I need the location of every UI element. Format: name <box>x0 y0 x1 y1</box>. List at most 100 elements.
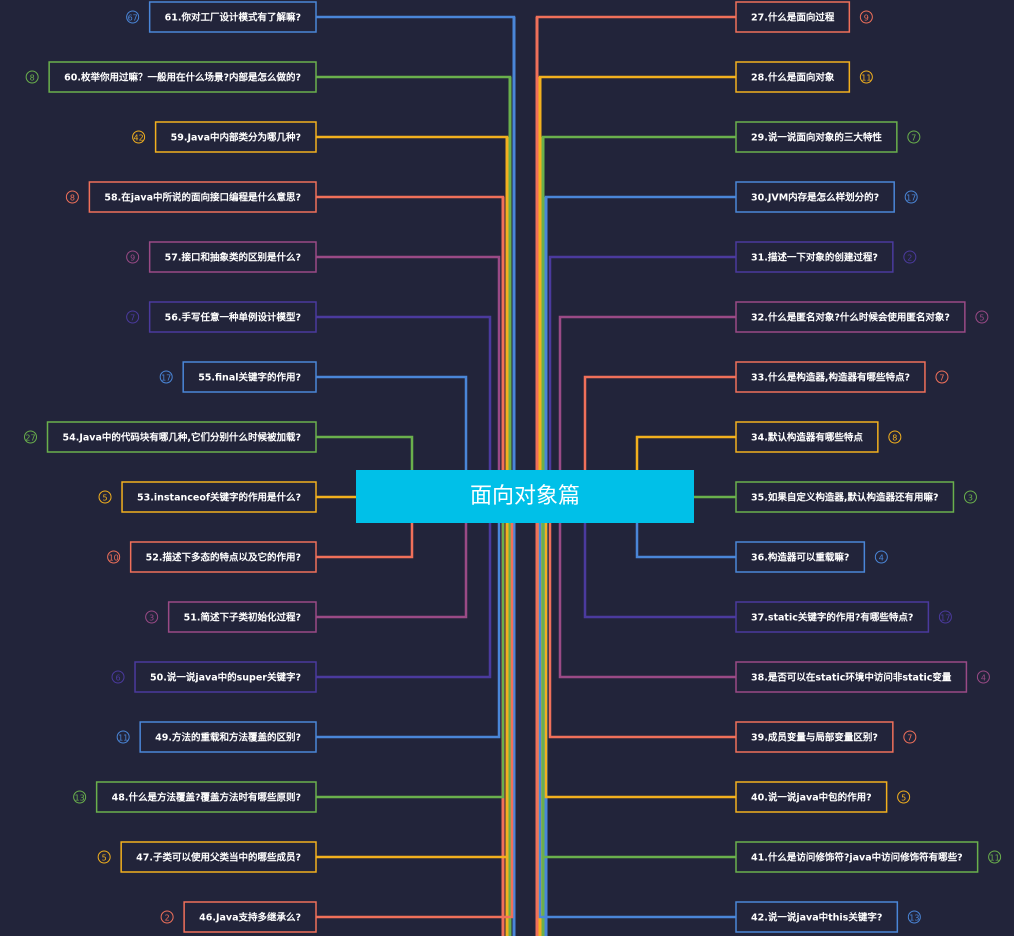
topic-box <box>148 301 317 333</box>
count-badge <box>897 790 911 804</box>
count-badge <box>975 310 989 324</box>
topic-label: 54.Java中的代码块有哪几种,它们分别什么时候被加载? <box>63 432 302 444</box>
topic-label: 41.什么是访问修饰符?java中访问修饰符有哪些? <box>751 852 963 864</box>
count-badge <box>126 250 140 264</box>
connector <box>538 497 736 919</box>
topic-label: 28.什么是面向对象 <box>751 72 835 84</box>
connector <box>316 375 468 497</box>
count-badge <box>903 250 917 264</box>
count-label: 7 <box>907 734 912 743</box>
count-label: 2 <box>907 254 912 263</box>
connector <box>316 497 468 619</box>
count-badge <box>874 550 888 564</box>
topic-box <box>735 421 879 453</box>
count-label: 8 <box>892 434 897 443</box>
count-label: 7 <box>911 134 916 143</box>
topic-node: 56.手写任意一种单例设计模型? 7 <box>126 301 317 333</box>
topic-box <box>95 781 317 813</box>
count-badge <box>126 310 140 324</box>
count-label: 5 <box>901 794 906 803</box>
topic-node: 39.成员变量与局部变量区别? 7 <box>735 721 917 753</box>
connector <box>316 195 505 497</box>
count-label: 67 <box>128 14 138 23</box>
count-badge <box>107 550 121 564</box>
count-badge <box>73 790 87 804</box>
count-label: 7 <box>939 374 944 383</box>
count-badge <box>907 910 921 924</box>
topic-label: 46.Java支持多继承么? <box>199 912 301 924</box>
count-label: 17 <box>906 194 916 203</box>
nodes: 61.你对工厂设计模式有了解嘛? 67 60.枚举你用过嘛？一般用在什么场景?内部是… <box>24 1 1002 933</box>
count-label: 8 <box>30 74 35 83</box>
links <box>316 15 736 936</box>
topic-label: 38.是否可以在static环境中访问非static变量 <box>751 672 952 684</box>
count-label: 27 <box>25 434 35 443</box>
topic-label: 59.Java中内部类分为哪几种? <box>171 132 301 144</box>
topic-label: 50.说一说java中的super关键字? <box>150 672 301 684</box>
count-badge <box>935 370 949 384</box>
count-badge <box>25 70 39 84</box>
connector <box>544 497 736 799</box>
count-label: 3 <box>968 494 973 503</box>
topic-box <box>46 421 317 453</box>
topic-box <box>121 481 317 513</box>
connector <box>316 497 505 799</box>
topic-box <box>735 541 866 573</box>
topic-node: 42.说一说java中this关键字? 13 <box>735 901 921 933</box>
topic-box <box>735 661 968 693</box>
topic-node: 35.如果自定义构造器,默认构造器还有用嘛? 3 <box>735 481 977 513</box>
topic-box <box>735 181 895 213</box>
count-badge <box>24 430 37 444</box>
count-badge <box>903 730 917 744</box>
count-badge <box>976 670 990 684</box>
topic-node: 55.final关键字的作用? 17 <box>159 361 317 393</box>
count-badge <box>65 190 79 204</box>
topic-label: 48.什么是方法覆盖?覆盖方法时有哪些原则? <box>112 792 301 804</box>
topic-label: 27.什么是面向过程 <box>751 12 835 24</box>
topic-box <box>735 901 899 933</box>
topic-label: 61.你对工厂设计模式有了解嘛? <box>165 12 301 24</box>
count-badge <box>98 490 112 504</box>
center-title: 面向对象篇 <box>470 484 580 509</box>
connector <box>316 315 492 497</box>
count-label: 5 <box>979 314 984 323</box>
connector <box>316 497 492 679</box>
topic-node: 34.默认构造器有哪些特点 8 <box>735 421 902 453</box>
connector <box>316 497 501 739</box>
count-label: 4 <box>981 674 986 683</box>
count-badge <box>963 490 977 504</box>
topic-node: 51.简述下子类初始化过程? 3 <box>145 601 317 633</box>
count-badge <box>160 910 174 924</box>
count-label: 5 <box>102 494 107 503</box>
topic-label: 51.简述下子类初始化过程? <box>184 612 301 624</box>
topic-node: 54.Java中的代码块有哪几种,它们分别什么时候被加载? 27 <box>24 421 317 453</box>
connector <box>316 75 512 497</box>
count-label: 13 <box>909 914 919 923</box>
connector <box>548 497 736 739</box>
topic-label: 40.说一说java中包的作用? <box>751 792 872 804</box>
topic-label: 56.手写任意一种单例设计模型? <box>165 312 301 324</box>
topic-node: 31.描述一下对象的创建过程? 2 <box>735 241 917 273</box>
topic-box <box>120 841 317 873</box>
connector <box>558 497 736 679</box>
connector <box>316 15 516 497</box>
topic-node: 57.接口和抽象类的区别是什么? 9 <box>126 241 317 273</box>
topic-box <box>88 181 317 213</box>
topic-label: 32.什么是匿名对象?什么时候会使用匿名对象? <box>751 312 950 324</box>
topic-label: 58.在java中所说的面向接口编程是什么意思? <box>104 192 301 204</box>
topic-box <box>148 1 317 33</box>
topic-node: 50.说一说java中的super关键字? 6 <box>111 661 317 693</box>
topic-label: 39.成员变量与局部变量区别? <box>751 732 878 744</box>
count-label: 17 <box>940 614 950 623</box>
connector <box>538 75 736 497</box>
count-label: 42 <box>134 134 144 143</box>
topic-node: 60.枚举你用过嘛？一般用在什么场景?内部是怎么做的? 8 <box>25 61 317 93</box>
topic-node: 53.instanceof关键字的作用是什么? 5 <box>98 481 317 513</box>
topic-label: 31.描述一下对象的创建过程? <box>751 252 878 264</box>
topic-box <box>154 121 317 153</box>
topic-box <box>129 541 317 573</box>
topic-box <box>735 721 894 753</box>
topic-node: 29.说一说面向对象的三大特性 7 <box>735 121 921 153</box>
topic-node: 59.Java中内部类分为哪几种? 42 <box>132 121 317 153</box>
topic-box <box>735 481 955 513</box>
